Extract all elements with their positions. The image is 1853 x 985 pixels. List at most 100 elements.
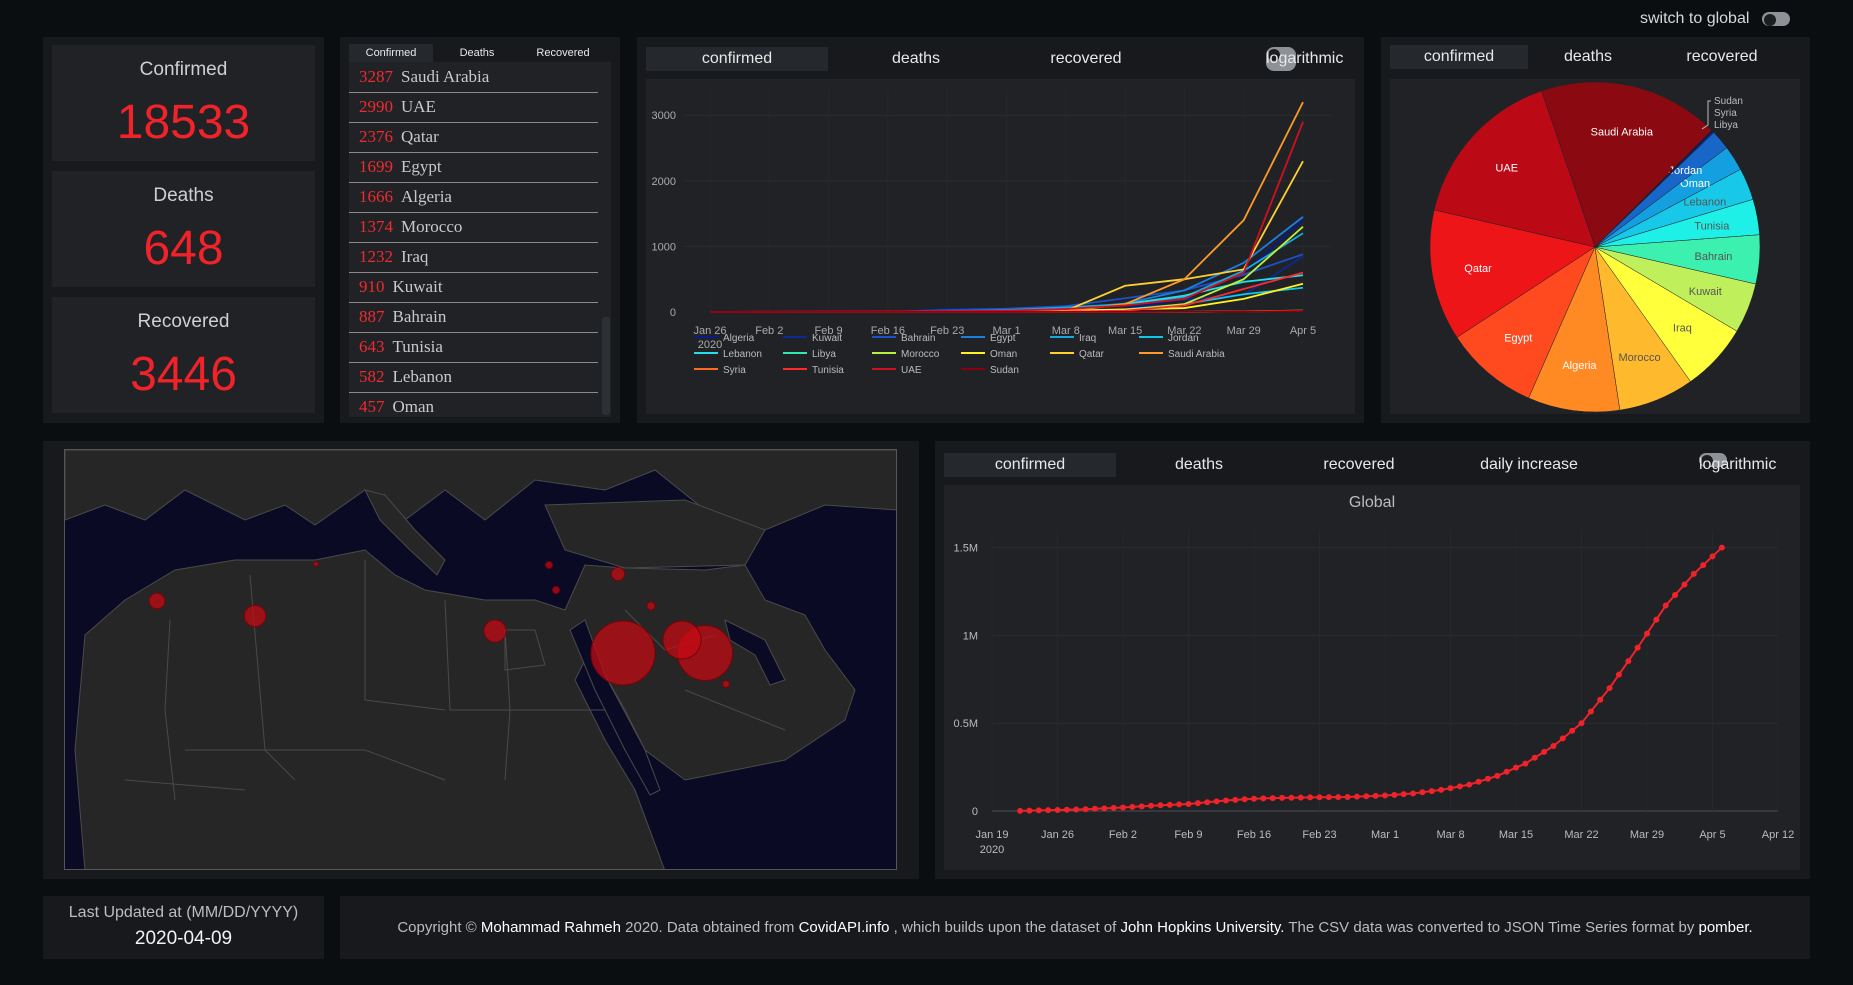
global-point: [1194, 800, 1201, 807]
trend-tabs: confirmed deaths recovered logarithmic: [646, 47, 1343, 71]
tab-recovered[interactable]: recovered: [1323, 456, 1395, 473]
global-toggle[interactable]: [1761, 11, 1790, 26]
y-tick-label: 3000: [652, 110, 676, 122]
global-point: [1204, 799, 1211, 806]
x-tick-label: Feb 2: [755, 325, 783, 337]
y-tick-label: 2000: [652, 176, 676, 188]
list-item[interactable]: 1699 Egypt: [349, 152, 598, 183]
map-border: [185, 749, 446, 781]
tab-deaths[interactable]: Deaths: [459, 47, 495, 59]
tab-confirmed[interactable]: confirmed: [1390, 45, 1528, 69]
global-point: [1456, 783, 1463, 790]
list-item[interactable]: 2376 Qatar: [349, 122, 598, 153]
country-trend-panel: confirmed deaths recovered logarithmic 0…: [637, 37, 1364, 423]
global-point: [1484, 775, 1491, 782]
pie-slice-algeria: [1528, 246, 1621, 413]
list-item[interactable]: 1374 Morocco: [349, 212, 598, 243]
global-point: [1251, 795, 1257, 802]
list-scrollbar[interactable]: [602, 317, 610, 415]
global-point: [1344, 793, 1351, 800]
pie-slice-qatar: [1429, 209, 1596, 338]
tab-deaths[interactable]: deaths: [1174, 456, 1224, 473]
log-toggle[interactable]: [1699, 453, 1727, 467]
list-item[interactable]: 582 Lebanon: [349, 362, 598, 393]
global-switch[interactable]: switch to global: [1640, 10, 1820, 32]
tab-recovered[interactable]: Recovered: [536, 47, 590, 59]
pie-chart: Saudi Arabia UAE Qatar Egypt Algeria Morocco I…: [1429, 81, 1761, 413]
global-point: [1222, 797, 1229, 804]
pie-label: Qatar: [1464, 263, 1492, 275]
y-tick-label: 0.5M: [954, 718, 978, 730]
pie-label: Lebanon: [1683, 197, 1726, 209]
map-bubble-tunisia: [313, 561, 319, 567]
global-point: [1550, 743, 1557, 750]
dataset-link[interactable]: John Hopkins University.: [1120, 919, 1285, 936]
copyright-prefix: Copyright ©: [397, 919, 481, 936]
map-border: [164, 619, 176, 801]
deaths-value: 648: [143, 222, 224, 275]
global-point: [1428, 788, 1435, 795]
list-item-value: 2990: [359, 97, 393, 116]
list-item[interactable]: 3287 Saudi Arabia: [349, 62, 598, 93]
map[interactable]: [64, 449, 897, 870]
list-item[interactable]: 1666 Algeria: [349, 182, 598, 213]
log-switch[interactable]: logarithmic: [1634, 453, 1776, 477]
pie-slice-egypt: [1456, 246, 1596, 399]
confirmed-label: Confirmed: [139, 59, 228, 80]
log-toggle[interactable]: [1266, 47, 1296, 71]
y-tick-label: 0: [972, 806, 978, 818]
global-point: [1260, 795, 1267, 802]
tab-recovered[interactable]: recovered: [1050, 50, 1122, 67]
global-point: [1120, 804, 1126, 811]
list-item-country: Saudi Arabia: [401, 67, 490, 86]
copyright-mid2: , which builds upon the dataset of: [889, 919, 1121, 936]
legend-label: Algeria: [723, 333, 755, 344]
global-point: [1672, 591, 1679, 598]
list-item-value: 2376: [359, 127, 393, 146]
x-tick-label: Mar 1: [1371, 829, 1399, 841]
country-list[interactable]: 3287 Saudi Arabia 2990 UAE 2376 Qatar 1699 Egyp…: [349, 62, 611, 417]
x-tick-label: Feb 9: [1174, 829, 1202, 841]
tab-confirmed[interactable]: Confirmed: [349, 44, 433, 62]
list-item[interactable]: 887 Bahrain: [349, 302, 598, 333]
tab-deaths[interactable]: deaths: [1563, 48, 1613, 65]
pie-label: Bahrain: [1694, 251, 1732, 263]
map-bubble-iraq: [610, 566, 626, 582]
log-label: logarithmic: [1699, 456, 1777, 473]
pie-label: Egypt: [1504, 333, 1532, 345]
confirmed-box: Confirmed 18533: [52, 45, 315, 161]
list-item[interactable]: 457 Oman: [349, 392, 598, 417]
list-item-value: 887: [359, 307, 385, 326]
tab-daily-increase[interactable]: daily increase: [1480, 456, 1578, 473]
legend-label: Morocco: [901, 349, 940, 360]
tab-confirmed[interactable]: confirmed: [646, 47, 828, 71]
stats-panel: Confirmed 18533 Deaths 648 Recovered 344…: [43, 37, 324, 423]
global-point: [1419, 789, 1426, 796]
x-tick-label: Jan 26: [1041, 829, 1074, 841]
tab-recovered[interactable]: recovered: [1686, 48, 1758, 65]
global-point: [1662, 602, 1669, 609]
list-item[interactable]: 2990 UAE: [349, 92, 598, 123]
list-item-value: 1699: [359, 157, 393, 176]
converter-link[interactable]: pomber.: [1698, 919, 1753, 936]
log-switch[interactable]: logarithmic: [1186, 47, 1346, 71]
map-border: [444, 599, 505, 711]
country-list-tabs: Confirmed Deaths Recovered: [349, 44, 611, 62]
map-svg[interactable]: [65, 450, 897, 870]
global-point: [1391, 791, 1398, 798]
x-tick-label: Apr 5: [1290, 325, 1316, 337]
list-item[interactable]: 910 Kuwait: [349, 272, 598, 303]
tab-confirmed[interactable]: confirmed: [944, 453, 1116, 477]
global-point: [1241, 796, 1248, 803]
list-item[interactable]: 1232 Iraq: [349, 242, 598, 273]
list-item[interactable]: 643 Tunisia: [349, 332, 598, 363]
x-tick-label: Feb 23: [1302, 829, 1336, 841]
global-point: [1494, 772, 1501, 779]
legend-label: Kuwait: [812, 333, 842, 344]
x-tick-label: Mar 8: [1052, 325, 1080, 337]
source-link[interactable]: CovidAPI.info: [798, 919, 890, 936]
list-item-country: Lebanon: [392, 367, 452, 386]
x-tick-label: Jan 19: [975, 829, 1008, 841]
author-link[interactable]: Mohammad Rahmeh: [480, 919, 621, 936]
tab-deaths[interactable]: deaths: [891, 50, 941, 67]
